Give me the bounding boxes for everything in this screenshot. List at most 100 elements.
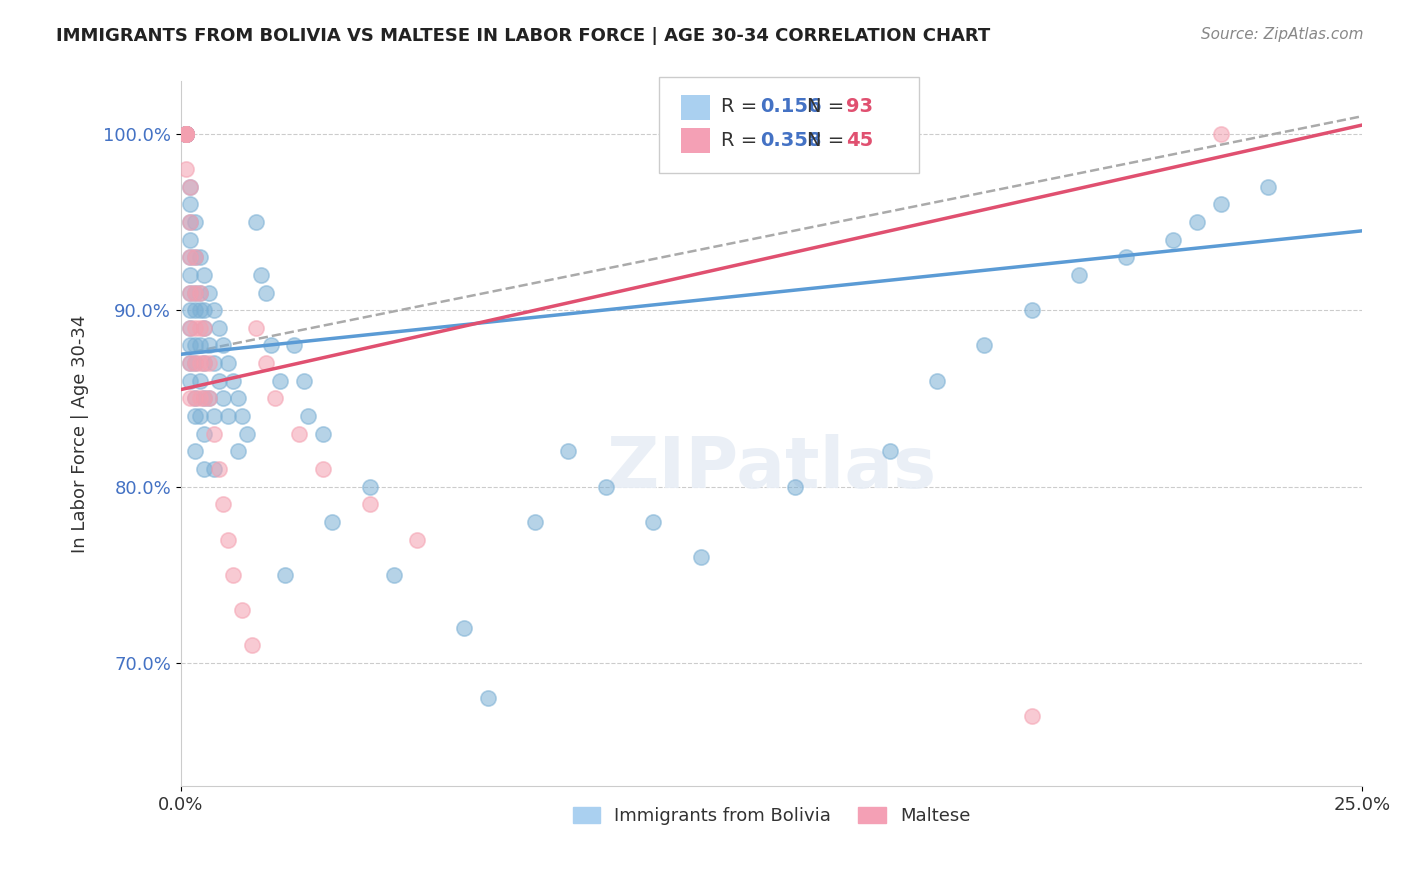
Point — [217, 356, 239, 370]
Point — [231, 603, 253, 617]
Point — [174, 127, 197, 141]
Point — [179, 356, 201, 370]
Point — [184, 338, 207, 352]
Point — [179, 303, 201, 318]
Point — [188, 303, 211, 318]
Point — [188, 285, 211, 300]
Point — [193, 462, 215, 476]
Point — [193, 321, 215, 335]
Point — [193, 426, 215, 441]
Point — [179, 285, 201, 300]
Point — [311, 462, 333, 476]
Point — [264, 392, 287, 406]
Point — [250, 268, 273, 282]
Point — [184, 215, 207, 229]
Point — [193, 268, 215, 282]
Point — [785, 480, 807, 494]
Point — [174, 127, 197, 141]
Point — [359, 497, 381, 511]
Text: N =: N = — [807, 131, 851, 151]
Point — [188, 321, 211, 335]
Point — [188, 250, 211, 264]
Point — [184, 285, 207, 300]
Point — [174, 127, 197, 141]
Point — [179, 250, 201, 264]
Point — [193, 392, 215, 406]
Point — [193, 303, 215, 318]
Point — [222, 567, 245, 582]
Point — [179, 179, 201, 194]
Point — [174, 162, 197, 177]
Point — [382, 567, 405, 582]
Point — [193, 356, 215, 370]
Point — [188, 338, 211, 352]
Point — [174, 127, 197, 141]
Text: ZIPatlas: ZIPatlas — [606, 434, 936, 503]
Point — [222, 374, 245, 388]
Point — [208, 321, 231, 335]
FancyBboxPatch shape — [681, 128, 710, 153]
Text: R =: R = — [721, 97, 763, 117]
Point — [179, 338, 201, 352]
Point — [269, 374, 291, 388]
Point — [288, 426, 311, 441]
Point — [1021, 303, 1043, 318]
Point — [174, 127, 197, 141]
Point — [174, 127, 197, 141]
Point — [198, 338, 221, 352]
Point — [202, 426, 225, 441]
Point — [198, 285, 221, 300]
Point — [208, 374, 231, 388]
Point — [595, 480, 617, 494]
Point — [1209, 127, 1232, 141]
Point — [254, 285, 277, 300]
Point — [179, 233, 201, 247]
Point — [179, 179, 201, 194]
Point — [202, 409, 225, 423]
Point — [297, 409, 319, 423]
Point — [188, 356, 211, 370]
Point — [179, 250, 201, 264]
Point — [184, 356, 207, 370]
Point — [179, 215, 201, 229]
Point — [212, 338, 235, 352]
Point — [174, 127, 197, 141]
Point — [1067, 268, 1090, 282]
Point — [973, 338, 995, 352]
Point — [184, 321, 207, 335]
Point — [259, 338, 281, 352]
Point — [292, 374, 315, 388]
Point — [174, 127, 197, 141]
Point — [184, 285, 207, 300]
Point — [184, 392, 207, 406]
Point — [184, 250, 207, 264]
Point — [174, 127, 197, 141]
Point — [311, 426, 333, 441]
Point — [179, 215, 201, 229]
Point — [174, 127, 197, 141]
Point — [274, 567, 297, 582]
Point — [184, 356, 207, 370]
Point — [174, 127, 197, 141]
Point — [198, 392, 221, 406]
Point — [188, 392, 211, 406]
Point — [174, 127, 197, 141]
Point — [174, 127, 197, 141]
Point — [188, 409, 211, 423]
Point — [1209, 197, 1232, 211]
Point — [925, 374, 948, 388]
Point — [1163, 233, 1185, 247]
Point — [202, 462, 225, 476]
Point — [179, 197, 201, 211]
Point — [179, 392, 201, 406]
Point — [1185, 215, 1208, 229]
Point — [212, 392, 235, 406]
Point — [406, 533, 429, 547]
Point — [198, 392, 221, 406]
Text: N =: N = — [807, 97, 851, 117]
Point — [184, 250, 207, 264]
Point — [1021, 709, 1043, 723]
Point — [188, 285, 211, 300]
Y-axis label: In Labor Force | Age 30-34: In Labor Force | Age 30-34 — [72, 315, 89, 553]
Text: 0.358: 0.358 — [759, 131, 821, 151]
